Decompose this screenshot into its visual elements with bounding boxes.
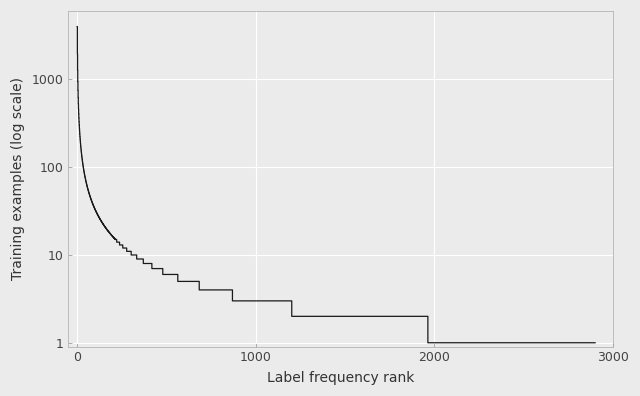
- X-axis label: Label frequency rank: Label frequency rank: [267, 371, 414, 385]
- Y-axis label: Training examples (log scale): Training examples (log scale): [11, 78, 25, 280]
